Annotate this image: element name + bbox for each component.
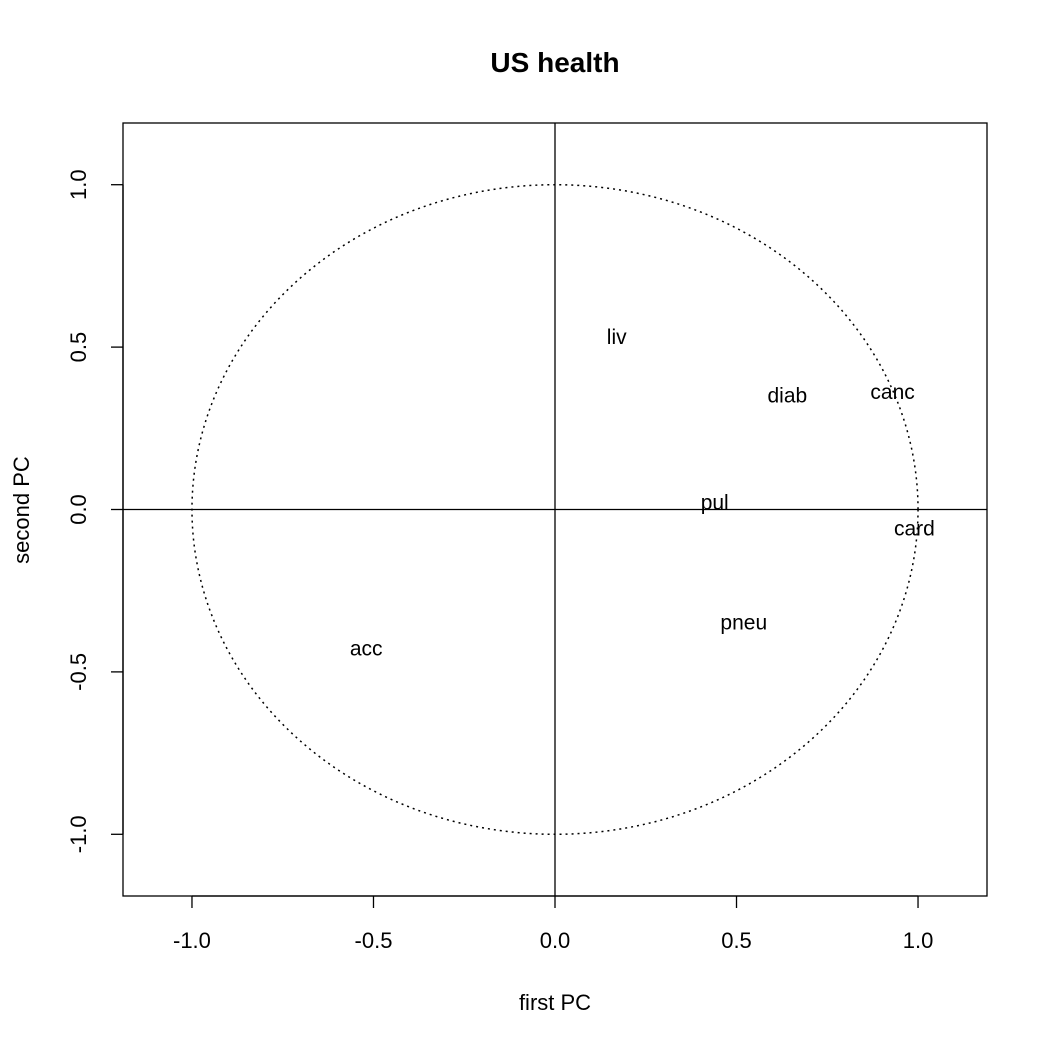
x-axis-label: first PC xyxy=(519,990,591,1015)
point-label-card: card xyxy=(894,517,935,540)
x-axis: -1.0 -0.5 0.0 0.5 1.0 xyxy=(173,895,934,953)
y-tick-label: 0.5 xyxy=(66,332,91,363)
point-label-diab: diab xyxy=(767,384,807,407)
y-axis: -1.0 -0.5 0.0 0.5 1.0 xyxy=(66,169,124,853)
y-tick-label: 1.0 xyxy=(66,169,91,200)
y-axis-label: second PC xyxy=(9,456,34,564)
y-tick-label: -1.0 xyxy=(66,815,91,853)
y-tick-label: 0.0 xyxy=(66,494,91,525)
plot-area: liv diab canc pul card pneu acc xyxy=(122,122,988,897)
point-label-pneu: pneu xyxy=(720,612,767,635)
point-labels: liv diab canc pul card pneu acc xyxy=(350,326,935,661)
point-label-pul: pul xyxy=(701,492,729,515)
x-tick-label: -1.0 xyxy=(173,928,211,953)
x-tick-label: 0.5 xyxy=(721,928,752,953)
point-label-acc: acc xyxy=(350,638,383,661)
x-tick-label: 0.0 xyxy=(540,928,571,953)
point-label-canc: canc xyxy=(870,381,914,404)
y-tick-label: -0.5 xyxy=(66,653,91,691)
reference-lines xyxy=(123,123,987,896)
x-tick-label: -0.5 xyxy=(355,928,393,953)
point-label-liv: liv xyxy=(607,326,627,349)
chart-title: US health xyxy=(490,47,619,78)
x-tick-label: 1.0 xyxy=(903,928,934,953)
